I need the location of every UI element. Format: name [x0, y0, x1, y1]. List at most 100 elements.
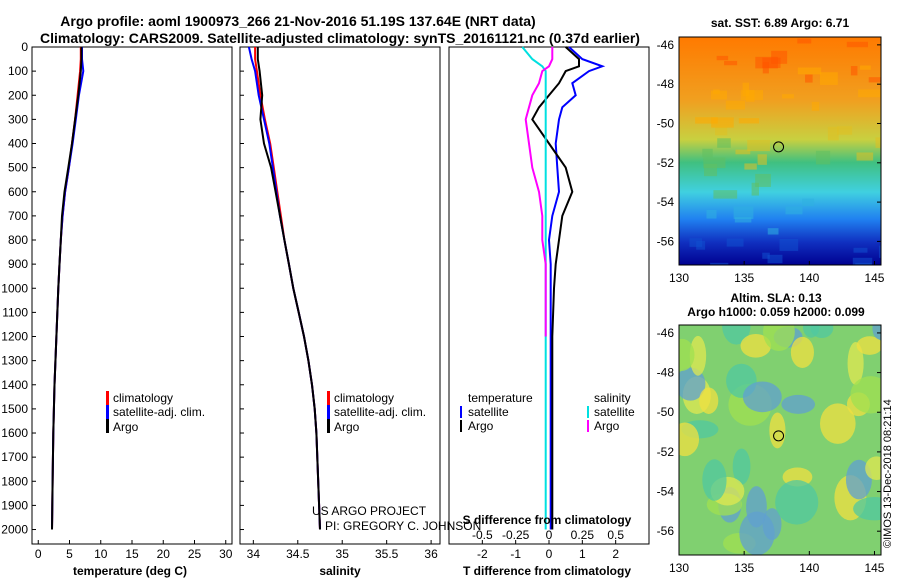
- sst-map-cell: [858, 89, 881, 98]
- sst-map-cell: [711, 117, 734, 128]
- salinity-x-ticks: 34 34.5 35 35.5 36: [247, 540, 438, 561]
- sst-map-cell: [715, 127, 728, 136]
- y-tick-label: -48: [657, 77, 675, 91]
- sst-map-cell: [802, 198, 815, 206]
- temperature-x-ticks: 0 5 10 15 20 25 30: [35, 540, 233, 561]
- x-tick-label: 10: [94, 547, 108, 561]
- sla-map-cell: [872, 325, 881, 340]
- sst-map-cell: [837, 126, 853, 135]
- sst-map-cell: [875, 137, 881, 148]
- legend-label-satellite: satellite-adj. clim.: [113, 405, 205, 419]
- sla-map-cell: [763, 325, 795, 352]
- sst-map-cell: [860, 65, 871, 70]
- sla-y-ticks: -46 -48 -50 -52 -54 -56: [657, 326, 881, 538]
- sst-map-cell: [856, 152, 874, 161]
- sla-map-cell: [739, 511, 775, 555]
- sst-map-cell: [762, 252, 770, 259]
- difference-lines: [521, 46, 606, 530]
- sla-map-cell: [740, 333, 772, 358]
- sla-map-subtitle: Argo h1000: 0.059 h2000: 0.099: [687, 305, 865, 319]
- sst-map-cell: [713, 190, 738, 199]
- sst-map-cell: [695, 117, 718, 124]
- sst-map-cell: [710, 90, 727, 100]
- imos-credit: ©IMOS 13-Dec-2018 08:21:14: [882, 399, 894, 548]
- y-tick-label: -56: [657, 234, 675, 248]
- y-tick-label: 1500: [1, 402, 28, 416]
- sst-y-ticks: -46 -48 -50 -52 -54 -56: [657, 38, 881, 248]
- y-tick-label: 1000: [1, 281, 28, 295]
- x-tick-label: 145: [864, 561, 884, 575]
- x-tick-label: 34: [247, 547, 261, 561]
- x-tick-label: 2: [612, 547, 619, 561]
- sst-map-frame: [678, 36, 882, 266]
- x-tick-label: 1: [579, 547, 586, 561]
- y-tick-label: -50: [657, 116, 675, 130]
- legend-heading-temperature: temperature: [468, 391, 533, 405]
- y-tick-label: -52: [657, 445, 675, 459]
- sla-map-cell: [775, 480, 819, 525]
- x2-tick-label: 0.5: [607, 528, 624, 542]
- legend-swatch-argo: [106, 419, 109, 433]
- y-tick-label: -50: [657, 405, 675, 419]
- sst-map-cell: [755, 173, 771, 187]
- sst-map-cell: [767, 254, 783, 264]
- sst-map-cell: [855, 262, 872, 265]
- legend-label-climatology: climatology: [334, 391, 394, 405]
- x-tick-label: 145: [864, 271, 884, 285]
- sla-map-cell: [856, 336, 881, 355]
- x2-tick-label: 0: [546, 528, 553, 542]
- y-tick-label: 400: [8, 137, 28, 151]
- x-tick-label: 34.5: [286, 547, 310, 561]
- x2-tick-label: 0.25: [571, 528, 595, 542]
- sla-map-cell: [689, 335, 707, 376]
- legend-swatch-s-satellite: [587, 406, 589, 418]
- temperature-panel: 0 5 10 15 20 25 30 0 100 200 300 400 500 600 700 800 90…: [1, 40, 232, 578]
- y-tick-label: 1800: [1, 474, 28, 488]
- sst-map-texture: [689, 38, 881, 265]
- sst-map-cell: [713, 89, 720, 95]
- sla-map-cell: [702, 459, 727, 501]
- difference-legend-temperature: temperature satellite Argo: [460, 391, 533, 433]
- legend-swatch-argo: [327, 419, 330, 433]
- sla-map-texture: [679, 325, 881, 555]
- sla-map-panel: Altim. SLA: 0.13 Argo h1000: 0.059 h2000…: [657, 291, 885, 575]
- sla-x-ticks: 130 135 140 145: [669, 551, 885, 575]
- sla-map-cell: [847, 341, 864, 385]
- sst-map-cell: [785, 206, 803, 215]
- legend-swatch-satellite: [106, 405, 109, 419]
- temperature-x-axis-label: temperature (deg C): [73, 564, 187, 578]
- x-tick-label: -2: [477, 547, 488, 561]
- x-tick-label: 140: [799, 561, 819, 575]
- temperature-lines: [51, 47, 85, 530]
- argo-location-marker: [773, 430, 785, 442]
- sla-map-cell: [742, 381, 782, 413]
- y-tick-label: 600: [8, 185, 28, 199]
- sst-map-cell: [853, 247, 868, 253]
- t-argo-diff-line: [531, 46, 580, 530]
- x-tick-label: 35: [336, 547, 350, 561]
- sla-map-cell: [746, 486, 767, 528]
- salinity-legend: climatology satellite-adj. clim. Argo: [327, 391, 426, 434]
- sla-map-cell: [865, 456, 881, 481]
- sst-map-cell: [735, 149, 751, 155]
- sst-map-cell: [805, 74, 813, 83]
- y-tick-label: 1100: [2, 305, 28, 319]
- sst-map-cell: [744, 163, 757, 170]
- y-tick-label: -52: [657, 156, 675, 170]
- y-tick-label: 700: [8, 209, 28, 223]
- sst-map-cell: [725, 100, 745, 110]
- x-tick-label: 25: [188, 547, 202, 561]
- legend-swatch-t-satellite: [460, 406, 462, 418]
- salinity-argo-line: [256, 47, 321, 530]
- x-tick-label: 5: [66, 547, 73, 561]
- x2-tick-label: -0.25: [502, 528, 530, 542]
- sst-map-cell: [797, 67, 822, 75]
- sst-map-title: sat. SST: 6.89 Argo: 6.71: [711, 16, 850, 30]
- sla-map-title: Altim. SLA: 0.13: [730, 291, 822, 305]
- x-tick-label: 20: [157, 547, 171, 561]
- salinity-difference-axis-label: S difference from climatology: [463, 513, 632, 527]
- sla-map-cell: [679, 422, 700, 457]
- y-tick-label: -46: [657, 326, 675, 340]
- legend-label-argo: Argo: [113, 420, 139, 434]
